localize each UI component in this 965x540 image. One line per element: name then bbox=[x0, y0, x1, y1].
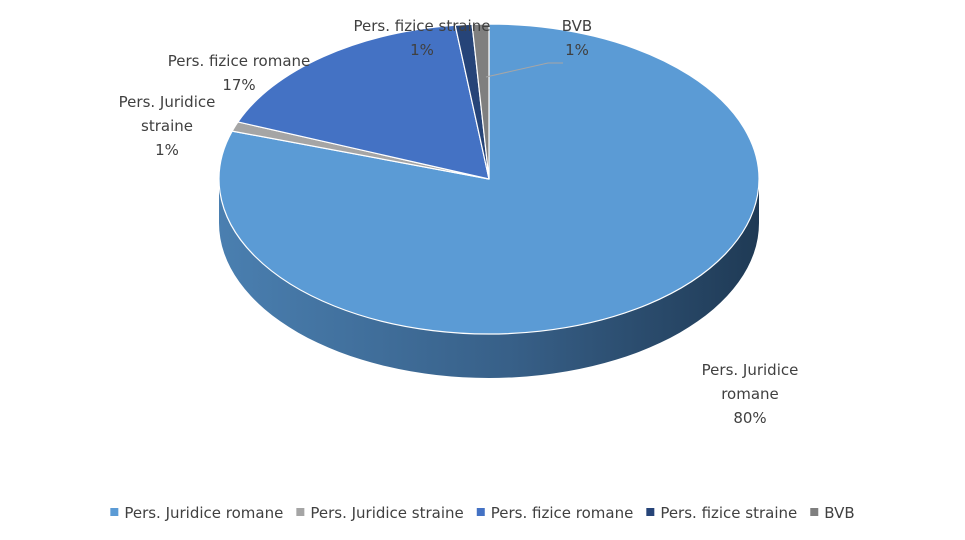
legend-swatch bbox=[810, 508, 819, 516]
data-label-pers-fizice-romane: Pers. fizice romane 17% bbox=[168, 52, 311, 94]
legend-item-pers-fizice-straine: Pers. fizice straine bbox=[646, 504, 797, 522]
legend-label: BVB bbox=[824, 504, 854, 522]
legend-swatch bbox=[646, 508, 655, 516]
legend-swatch bbox=[296, 508, 305, 516]
data-label-pers-fizice-straine: Pers. fizice straine 1% bbox=[354, 17, 491, 59]
legend-item-pers-juridice-straine: Pers. Juridice straine bbox=[296, 504, 464, 522]
legend: Pers. Juridice romane Pers. Juridice stra… bbox=[110, 504, 855, 522]
pie-top-faces bbox=[218, 23, 760, 335]
leader-line-bvb bbox=[485, 62, 563, 78]
legend-item-pers-juridice-romane: Pers. Juridice romane bbox=[110, 504, 283, 522]
legend-label: Pers. fizice straine bbox=[660, 504, 797, 522]
data-label-pers-juridice-romane: Pers. Juridice romane 80% bbox=[702, 361, 799, 427]
legend-swatch bbox=[110, 508, 119, 516]
leader-lines bbox=[485, 62, 563, 78]
data-labels: Pers. Juridice romane 80% Pers. Juridice str… bbox=[119, 17, 799, 427]
legend-swatch bbox=[476, 508, 485, 516]
data-label-pers-juridice-straine: Pers. Juridice straine 1% bbox=[119, 93, 216, 159]
slice-pers-fizice-romane bbox=[237, 24, 490, 180]
pie-side-walls bbox=[219, 179, 759, 378]
legend-label: Pers. Juridice straine bbox=[310, 504, 463, 522]
side-pers-juridice-romane bbox=[219, 179, 759, 378]
data-label-bvb: BVB 1% bbox=[562, 17, 592, 59]
legend-label: Pers. Juridice romane bbox=[124, 504, 283, 522]
legend-label: Pers. fizice romane bbox=[491, 504, 634, 522]
slice-bvb bbox=[471, 23, 490, 180]
legend-item-pers-fizice-romane: Pers. fizice romane bbox=[476, 504, 634, 522]
legend-item-bvb: BVB bbox=[810, 504, 855, 522]
